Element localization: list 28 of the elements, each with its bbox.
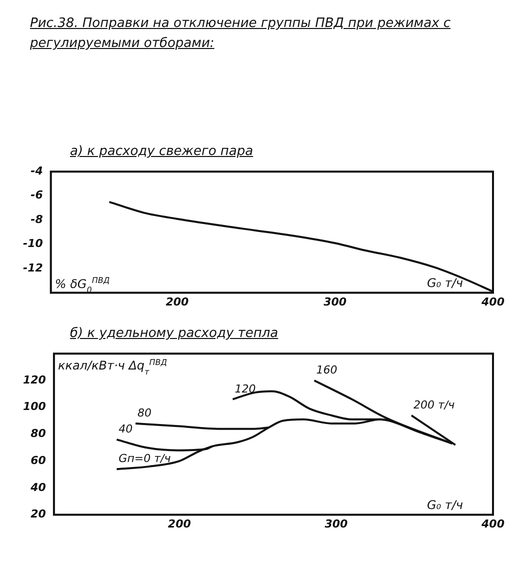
series-label: 160 bbox=[316, 363, 338, 376]
y-tick-label: 40 bbox=[30, 480, 46, 494]
series-label: 120 bbox=[234, 382, 256, 396]
series-label: Gп=0 т/ч bbox=[118, 452, 172, 466]
x-tick-label: 400 bbox=[480, 517, 505, 530]
y-tick-label: -12 bbox=[23, 261, 44, 274]
y-tick-label: 100 bbox=[22, 400, 46, 414]
y-tick-label: 80 bbox=[30, 427, 46, 440]
chart-title: Рис.38. Поправки на отключение группы ПВД при режимах с регулируемыми отборами: bbox=[29, 15, 452, 53]
y-tick-label: 20 bbox=[30, 508, 46, 521]
x-axis-title: G₀ т/ч bbox=[426, 498, 463, 512]
series-label: 80 bbox=[137, 406, 152, 420]
chart-subtitle: а) к расходу свежего пара bbox=[69, 144, 254, 161]
x-tick-label: 300 bbox=[324, 295, 347, 308]
x-tick-label: 200 bbox=[168, 517, 192, 530]
x-tick-label: 400 bbox=[480, 295, 505, 308]
x-axis-title: G₀ т/ч bbox=[426, 276, 463, 290]
chart-title: б) к удельному расходу тепла bbox=[69, 326, 280, 343]
series-label: 200 т/ч bbox=[413, 398, 456, 412]
y-tick-label: -8 bbox=[30, 212, 44, 226]
series-label: 40 bbox=[118, 422, 133, 436]
y-tick-label: -4 bbox=[30, 164, 43, 178]
y-tick-label: -10 bbox=[23, 237, 44, 250]
y-tick-label: 120 bbox=[22, 373, 46, 386]
x-tick-label: 200 bbox=[166, 295, 190, 308]
x-tick-label: 300 bbox=[324, 517, 348, 530]
y-tick-label: -6 bbox=[30, 188, 44, 202]
y-tick-label: 60 bbox=[30, 454, 46, 467]
